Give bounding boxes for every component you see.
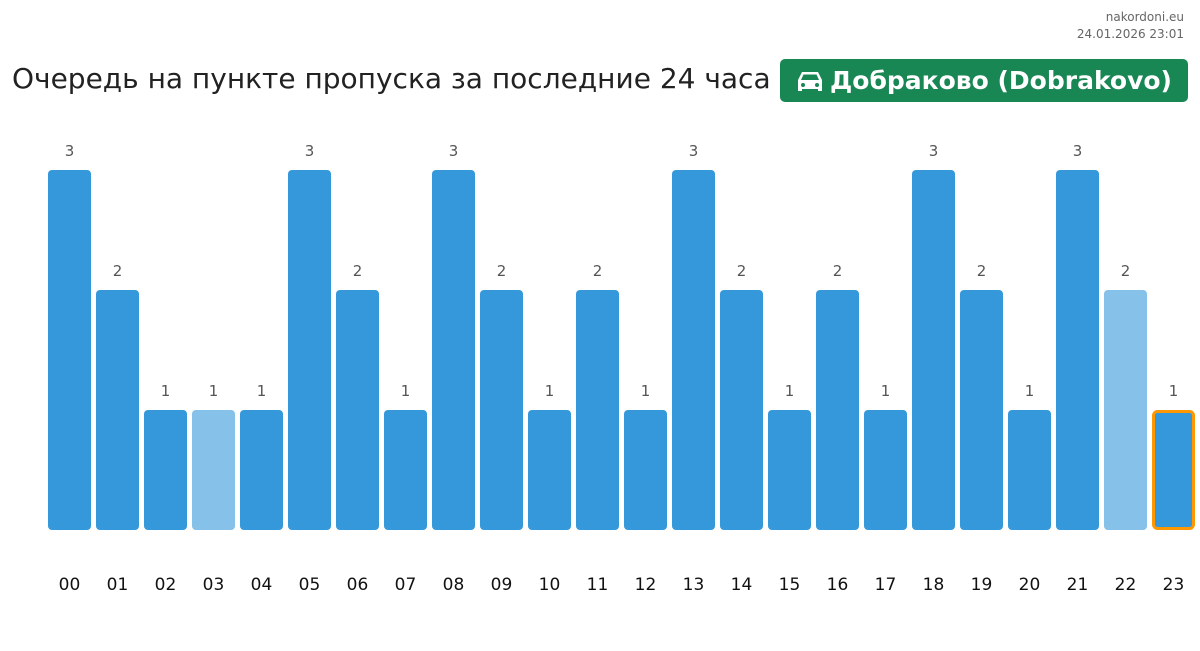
bar-22[interactable] — [1104, 290, 1147, 530]
bar-05[interactable] — [288, 170, 331, 530]
hour-label-02: 02 — [155, 575, 177, 595]
hour-label-17: 17 — [875, 575, 897, 595]
value-label-19: 2 — [977, 262, 987, 280]
hour-label-06: 06 — [347, 575, 369, 595]
hour-label-03: 03 — [203, 575, 225, 595]
bar-23[interactable] — [1152, 410, 1195, 530]
site-name: nakordoni.eu — [1105, 10, 1184, 24]
value-label-10: 1 — [545, 382, 555, 400]
checkpoint-badge: Добраково (Dobrakovo) — [780, 59, 1188, 102]
hour-label-20: 20 — [1019, 575, 1041, 595]
value-label-07: 1 — [401, 382, 411, 400]
hour-label-10: 10 — [539, 575, 561, 595]
value-label-08: 3 — [449, 142, 459, 160]
bar-18[interactable] — [912, 170, 955, 530]
checkpoint-name: Добраково (Dobrakovo) — [830, 66, 1172, 95]
hour-label-00: 00 — [59, 575, 81, 595]
value-label-18: 3 — [929, 142, 939, 160]
bar-15[interactable] — [768, 410, 811, 530]
value-label-11: 2 — [593, 262, 603, 280]
value-label-21: 3 — [1073, 142, 1083, 160]
car-icon — [798, 71, 822, 91]
timestamp: 24.01.2026 23:01 — [1076, 27, 1184, 41]
hour-label-09: 09 — [491, 575, 513, 595]
value-label-22: 2 — [1121, 262, 1131, 280]
hour-label-07: 07 — [395, 575, 417, 595]
hour-label-11: 11 — [587, 575, 609, 595]
value-label-02: 1 — [161, 382, 171, 400]
bar-17[interactable] — [864, 410, 907, 530]
value-label-14: 2 — [737, 262, 747, 280]
hour-label-22: 22 — [1115, 575, 1137, 595]
value-label-16: 2 — [833, 262, 843, 280]
bar-00[interactable] — [48, 170, 91, 530]
value-label-12: 1 — [641, 382, 651, 400]
value-label-15: 1 — [785, 382, 795, 400]
bar-04[interactable] — [240, 410, 283, 530]
hour-label-21: 21 — [1067, 575, 1089, 595]
bar-13[interactable] — [672, 170, 715, 530]
bar-09[interactable] — [480, 290, 523, 530]
bar-14[interactable] — [720, 290, 763, 530]
bar-01[interactable] — [96, 290, 139, 530]
hour-label-04: 04 — [251, 575, 273, 595]
bar-21[interactable] — [1056, 170, 1099, 530]
bar-11[interactable] — [576, 290, 619, 530]
value-label-13: 3 — [689, 142, 699, 160]
bar-02[interactable] — [144, 410, 187, 530]
bar-06[interactable] — [336, 290, 379, 530]
value-label-03: 1 — [209, 382, 219, 400]
bar-08[interactable] — [432, 170, 475, 530]
hour-label-12: 12 — [635, 575, 657, 595]
hour-label-16: 16 — [827, 575, 849, 595]
value-label-00: 3 — [65, 142, 75, 160]
bar-07[interactable] — [384, 410, 427, 530]
hour-label-01: 01 — [107, 575, 129, 595]
site-info: nakordoni.eu 24.01.2026 23:01 — [1077, 9, 1184, 43]
bar-20[interactable] — [1008, 410, 1051, 530]
bar-10[interactable] — [528, 410, 571, 530]
hour-label-14: 14 — [731, 575, 753, 595]
hour-label-19: 19 — [971, 575, 993, 595]
value-label-04: 1 — [257, 382, 267, 400]
hour-label-13: 13 — [683, 575, 705, 595]
value-label-23: 1 — [1169, 382, 1179, 400]
hour-label-18: 18 — [923, 575, 945, 595]
bar-03[interactable] — [192, 410, 235, 530]
bar-16[interactable] — [816, 290, 859, 530]
value-label-01: 2 — [113, 262, 123, 280]
value-label-09: 2 — [497, 262, 507, 280]
value-label-17: 1 — [881, 382, 891, 400]
hour-label-05: 05 — [299, 575, 321, 595]
value-label-20: 1 — [1025, 382, 1035, 400]
page-title: Очередь на пункте пропуска за последние … — [12, 62, 771, 95]
hour-label-15: 15 — [779, 575, 801, 595]
bar-19[interactable] — [960, 290, 1003, 530]
hour-label-23: 23 — [1163, 575, 1185, 595]
hour-label-08: 08 — [443, 575, 465, 595]
value-label-06: 2 — [353, 262, 363, 280]
value-label-05: 3 — [305, 142, 315, 160]
bar-12[interactable] — [624, 410, 667, 530]
